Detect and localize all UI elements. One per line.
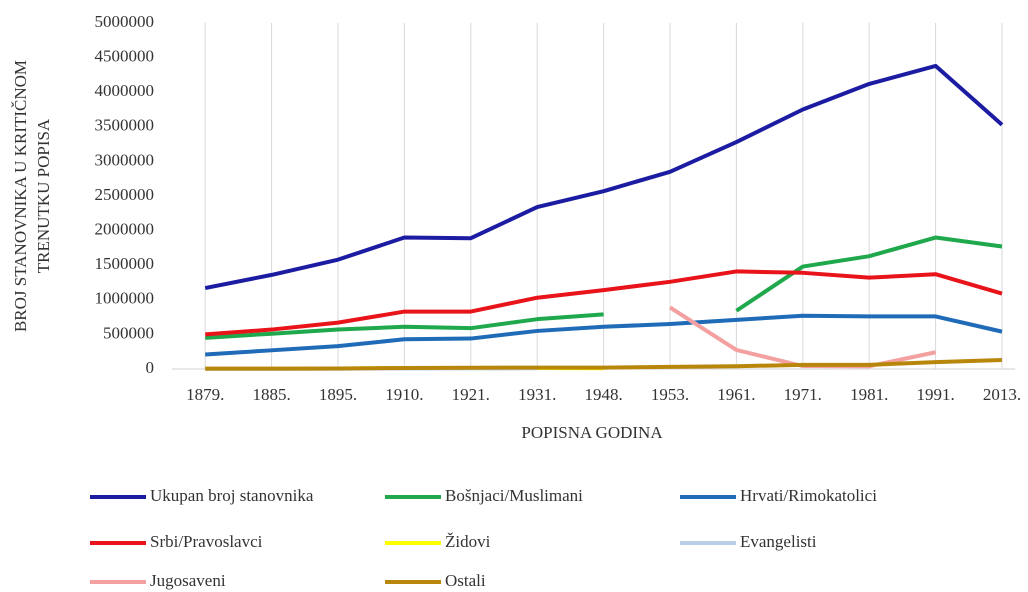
series-line (205, 358, 1003, 371)
x-tick-label: 1895. (319, 385, 357, 404)
x-tick-label: 1953. (651, 385, 689, 404)
x-tick-label: 1971. (784, 385, 822, 404)
y-tick-label: 4000000 (95, 81, 155, 100)
x-tick-label: 1921. (452, 385, 490, 404)
series-line (204, 63, 1004, 290)
legend-label: Bošnjaci/Muslimani (445, 486, 583, 505)
y-tick-label: 4500000 (95, 47, 155, 66)
y-tick-label: 0 (146, 358, 155, 377)
series-line (205, 269, 1003, 337)
legend-label: Hrvati/Rimokatolici (740, 486, 877, 505)
y-tick-label: 3000000 (95, 150, 155, 169)
series-line (205, 313, 1003, 357)
x-tick-label: 1910. (385, 385, 423, 404)
x-tick-label: 1961. (717, 385, 755, 404)
y-axis-title: TRENUTKU POPISA (34, 118, 53, 273)
y-tick-label: 2000000 (95, 220, 155, 239)
y-tick-label: 500000 (103, 323, 154, 342)
legend-label: Ostali (445, 571, 486, 590)
y-tick-label: 5000000 (95, 12, 155, 31)
y-tick-label: 2500000 (95, 185, 155, 204)
x-tick-label: 1991. (916, 385, 954, 404)
x-tick-label: 1981. (850, 385, 888, 404)
y-axis-title: BROJ STANOVNIKA U KRITIČNOM (11, 60, 30, 332)
legend-label: Evangelisti (740, 532, 817, 551)
x-axis-title: POPISNA GODINA (521, 423, 663, 442)
legend-label: Ukupan broj stanovnika (150, 486, 314, 505)
x-tick-label: 1885. (252, 385, 290, 404)
x-tick-label: 1931. (518, 385, 556, 404)
series-line (205, 235, 1003, 340)
y-tick-label: 1000000 (95, 289, 155, 308)
legend-label: Jugosaveni (150, 571, 226, 590)
x-tick-label: 1948. (584, 385, 622, 404)
y-tick-label: 3500000 (95, 116, 155, 135)
legend-label: Srbi/Pravoslavci (150, 532, 263, 551)
x-tick-label: 2013. (983, 385, 1021, 404)
y-tick-label: 1500000 (95, 254, 155, 273)
x-tick-label: 1879. (186, 385, 224, 404)
legend-label: Židovi (445, 532, 491, 551)
